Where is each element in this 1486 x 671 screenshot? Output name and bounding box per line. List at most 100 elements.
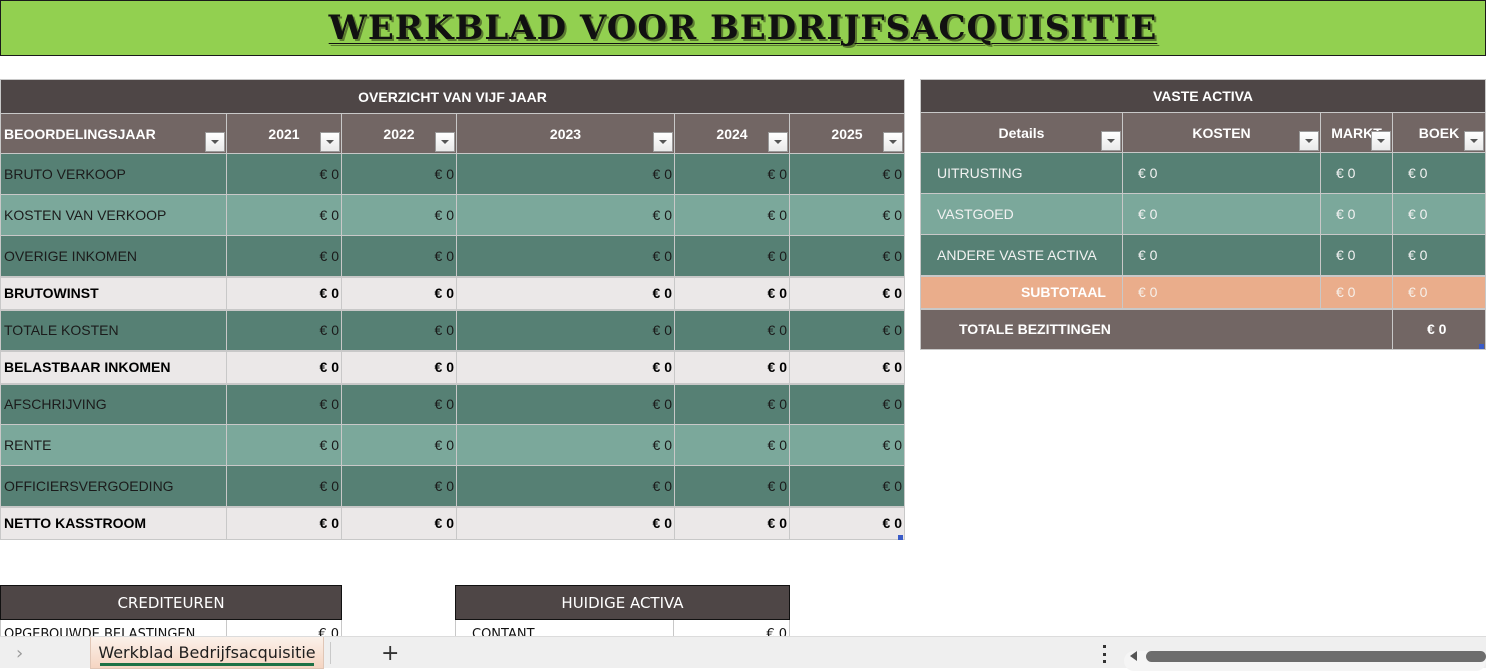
cell-value[interactable]: € 0 <box>456 424 675 466</box>
cell-value[interactable]: € 0 <box>788 349 906 384</box>
cell-value[interactable]: € 0 <box>226 308 342 351</box>
cell-value[interactable]: € 0 <box>673 619 790 636</box>
cell-value[interactable]: € 0 <box>674 424 790 466</box>
title-banner[interactable]: WERKBLAD VOOR BEDRIJFSACQUISITIE <box>0 0 1486 56</box>
row-label[interactable]: ANDERE VASTE ACTIVA <box>920 234 1123 276</box>
cell-value[interactable]: € 0 <box>226 619 342 636</box>
column-header-kosten[interactable]: KOSTEN <box>1122 112 1321 153</box>
cell-value[interactable]: € 0 <box>1391 152 1486 194</box>
cell-value[interactable]: € 0 <box>341 349 457 384</box>
cell-value[interactable]: € 0 <box>788 505 906 540</box>
cell-value[interactable]: € 0 <box>341 424 457 466</box>
filter-dropdown-icon[interactable] <box>883 132 904 152</box>
cell-value[interactable]: € 0 <box>674 153 790 195</box>
cell-value[interactable]: € 0 <box>1320 234 1393 276</box>
row-label[interactable]: OFFICIERSVERGOEDING <box>0 465 227 507</box>
more-options-icon[interactable] <box>1098 645 1110 663</box>
cell-value[interactable]: € 0 <box>456 505 675 540</box>
scroll-left-icon[interactable] <box>1130 651 1137 661</box>
filter-dropdown-icon[interactable] <box>1101 131 1121 151</box>
scrollbar-thumb[interactable] <box>1146 651 1486 662</box>
table-resize-handle[interactable] <box>898 535 903 540</box>
cell-value[interactable]: € 0 <box>226 153 342 195</box>
add-sheet-button[interactable]: + <box>381 641 400 666</box>
row-label[interactable]: BRUTOWINST <box>0 275 227 310</box>
cell-value[interactable]: € 0 <box>456 194 675 236</box>
cell-value[interactable]: € 0 <box>456 275 675 310</box>
cell-value[interactable]: € 0 <box>788 275 906 310</box>
cell-value[interactable]: € 0 <box>341 194 457 236</box>
table-resize-handle[interactable] <box>1479 344 1484 349</box>
cell-value[interactable]: € 0 <box>341 275 457 310</box>
cell-value[interactable]: € 0 <box>1122 274 1321 309</box>
cell-value[interactable]: € 0 <box>1320 152 1393 194</box>
row-label[interactable]: BRUTO VERKOOP <box>0 153 227 195</box>
cell-value[interactable]: € 0 <box>226 382 342 425</box>
cell-value[interactable]: € 0 <box>341 308 457 351</box>
row-label[interactable]: RENTE <box>0 424 227 466</box>
filter-dropdown-icon[interactable] <box>768 132 788 152</box>
row-label[interactable]: CONTANT <box>455 619 674 636</box>
filter-dropdown-icon[interactable] <box>653 132 673 152</box>
row-label[interactable]: UITRUSTING <box>920 152 1123 194</box>
cell-value[interactable]: € 0 <box>341 382 457 425</box>
row-label[interactable]: SUBTOTAAL <box>920 274 1123 309</box>
column-header-boek[interactable]: BOEK <box>1391 112 1486 153</box>
cell-value[interactable]: € 0 <box>788 153 906 195</box>
cell-value[interactable]: € 0 <box>788 308 906 351</box>
cell-value[interactable]: € 0 <box>226 275 342 310</box>
row-label[interactable]: OVERIGE INKOMEN <box>0 235 227 277</box>
filter-dropdown-icon[interactable] <box>320 132 340 152</box>
cell-value[interactable]: € 0 <box>226 424 342 466</box>
row-label[interactable]: KOSTEN VAN VERKOOP <box>0 194 227 236</box>
cell-value[interactable]: € 0 <box>226 194 342 236</box>
cell-value[interactable]: € 0 <box>674 505 790 540</box>
row-label[interactable]: VASTGOED <box>920 193 1123 235</box>
cell-value[interactable]: € 0 <box>456 308 675 351</box>
filter-dropdown-icon[interactable] <box>1464 131 1485 151</box>
horizontal-scrollbar[interactable] <box>1124 651 1486 671</box>
spreadsheet-grid[interactable]: WERKBLAD VOOR BEDRIJFSACQUISITIE OVERZIC… <box>0 0 1486 636</box>
cell-value[interactable]: € 0 <box>341 465 457 507</box>
cell-value[interactable]: € 0 <box>456 235 675 277</box>
cell-value[interactable]: € 0 <box>674 465 790 507</box>
cell-value[interactable]: € 0 <box>1391 307 1486 350</box>
cell-value[interactable]: € 0 <box>456 465 675 507</box>
filter-dropdown-icon[interactable] <box>1371 131 1391 151</box>
cell-value[interactable]: € 0 <box>226 349 342 384</box>
cell-value[interactable]: € 0 <box>788 424 906 466</box>
cell-value[interactable]: € 0 <box>1122 193 1321 235</box>
cell-value[interactable]: € 0 <box>456 153 675 195</box>
cell-value[interactable]: € 0 <box>674 194 790 236</box>
row-label[interactable]: NETTO KASSTROOM <box>0 505 227 540</box>
cell-value[interactable]: € 0 <box>674 308 790 351</box>
cell-value[interactable]: € 0 <box>1122 234 1321 276</box>
cell-value[interactable]: € 0 <box>456 349 675 384</box>
filter-dropdown-icon[interactable] <box>205 132 225 152</box>
filter-dropdown-icon[interactable] <box>435 132 455 152</box>
cell-value[interactable]: € 0 <box>674 275 790 310</box>
cell-value[interactable]: € 0 <box>341 235 457 277</box>
cell-value[interactable]: € 0 <box>1320 193 1393 235</box>
cell-value[interactable]: € 0 <box>788 194 906 236</box>
cell-value[interactable]: € 0 <box>1320 274 1393 309</box>
cell-value[interactable]: € 0 <box>341 153 457 195</box>
row-label[interactable]: TOTALE KOSTEN <box>0 308 227 351</box>
column-header-markt[interactable]: MARKT <box>1320 112 1393 153</box>
cell-value[interactable]: € 0 <box>226 235 342 277</box>
row-label[interactable]: AFSCHRIJVING <box>0 382 227 425</box>
cell-value[interactable]: € 0 <box>1391 234 1486 276</box>
cell-value[interactable]: € 0 <box>226 465 342 507</box>
cell-value[interactable]: € 0 <box>674 349 790 384</box>
column-header-2025[interactable]: 2025 <box>788 113 906 154</box>
row-label[interactable]: BELASTBAAR INKOMEN <box>0 349 227 384</box>
sheet-tab-werkblad[interactable]: Werkblad Bedrijfsacquisitie <box>90 637 324 669</box>
row-label[interactable]: OPGEBOUWDE BELASTINGEN <box>0 619 227 636</box>
cell-value[interactable]: € 0 <box>226 505 342 540</box>
cell-value[interactable]: € 0 <box>788 235 906 277</box>
column-header-2021[interactable]: 2021 <box>226 113 342 154</box>
row-label[interactable]: TOTALE BEZITTINGEN <box>920 307 1393 350</box>
cell-value[interactable]: € 0 <box>788 382 906 425</box>
cell-value[interactable]: € 0 <box>341 505 457 540</box>
column-header-details[interactable]: Details <box>920 112 1123 153</box>
